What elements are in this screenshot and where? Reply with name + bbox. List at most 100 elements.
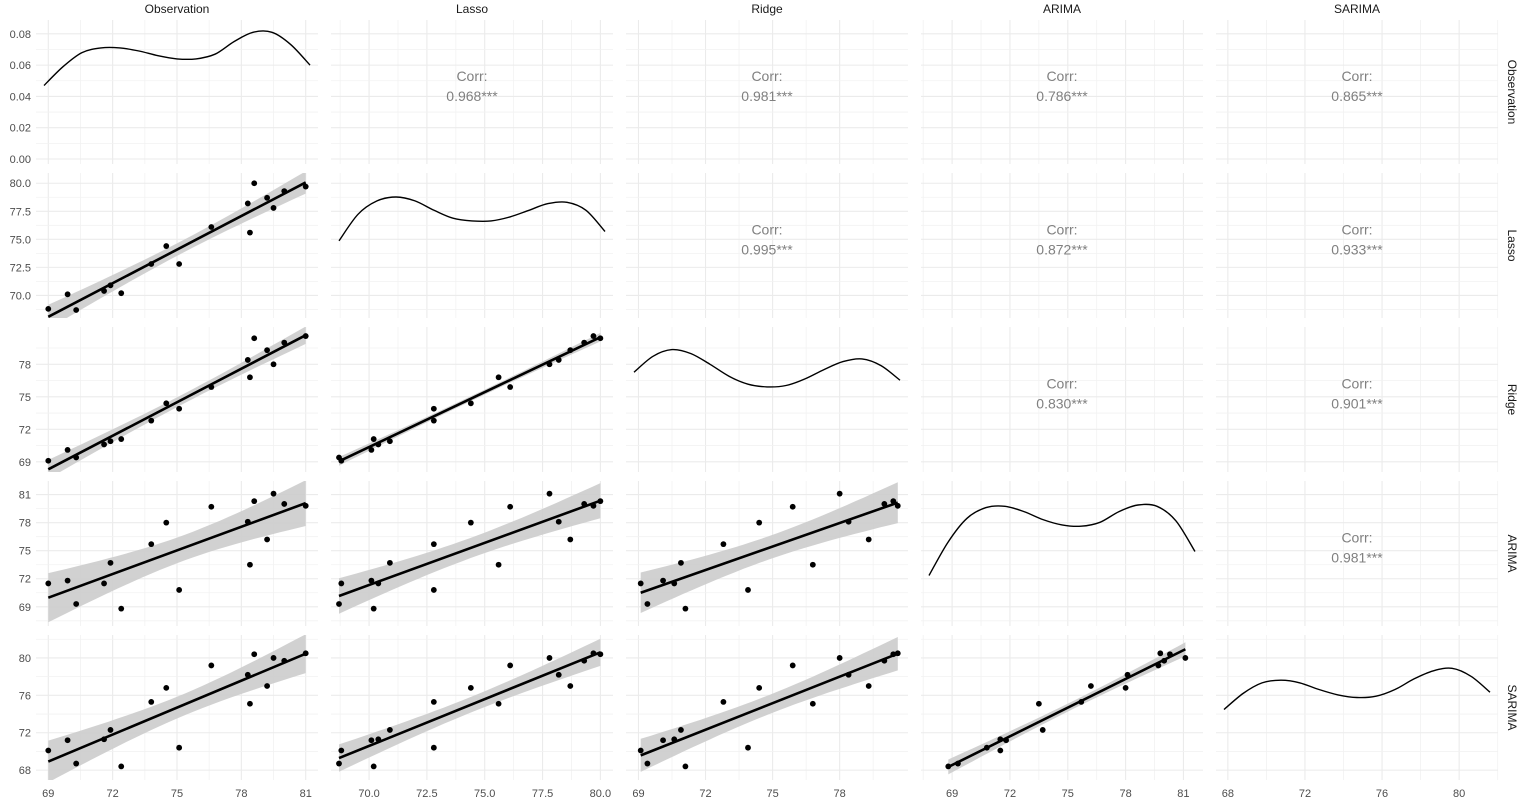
scatter-point [1157, 650, 1164, 657]
scatter-lasso-vs-observation [45, 173, 309, 318]
scatter-point [430, 698, 437, 705]
scatter-ridge-vs-observation [45, 327, 309, 472]
corr-label: Corr: [456, 68, 487, 84]
scatter-point [745, 587, 751, 593]
scatter-point [118, 436, 125, 442]
scatter-point [467, 684, 474, 691]
scatter-sarima-vs-observation [45, 635, 309, 780]
panel-lasso-sarima [1216, 173, 1499, 318]
scatter-point [281, 339, 288, 346]
panel-observation-observation [36, 20, 318, 164]
scatter-point [1122, 684, 1129, 691]
scatter-point [148, 698, 155, 705]
scatter-point [430, 417, 437, 424]
scatter-point [555, 671, 562, 678]
scatter-point [73, 760, 80, 767]
scatter-point [163, 684, 170, 691]
scatter-point [148, 541, 155, 548]
scatter-point [507, 384, 514, 390]
scatter-point [148, 417, 155, 424]
density-curve-arima [928, 503, 1196, 576]
column-strip-label: Lasso [456, 2, 488, 16]
scatter-point [163, 519, 170, 526]
x-tick-label: 81 [1177, 788, 1189, 800]
scatter-point [244, 200, 251, 207]
y-tick-label: 75.0 [10, 234, 31, 246]
x-tick-label: 70.0 [358, 788, 379, 800]
scatter-point [270, 205, 277, 211]
y-tick-label: 75 [19, 546, 31, 558]
x-tick-label: 72 [1004, 788, 1016, 800]
scatter-sarima-vs-lasso [336, 638, 604, 772]
row-strip-label: ARIMA [1505, 534, 1519, 572]
fit-line [47, 652, 307, 763]
corr-cell-observation-lasso: Corr: 0.968*** [446, 68, 498, 104]
scatter-point [118, 290, 125, 297]
scatter-point [370, 436, 377, 442]
corr-cell-ridge-sarima: Corr: 0.901*** [1331, 376, 1383, 412]
fit-line [640, 652, 899, 757]
scatter-point [101, 580, 107, 587]
panel-observation-lasso [331, 20, 613, 164]
scatter-point [264, 536, 270, 543]
scatter-point [251, 651, 258, 658]
y-tick-label-density: 0.08 [10, 29, 31, 41]
x-tick-label: 68 [1222, 788, 1234, 800]
scatter-point [176, 261, 183, 267]
scatter-point [176, 587, 183, 593]
corr-cell-observation-sarima: Corr: 0.865*** [1331, 68, 1383, 104]
scatter-point [495, 561, 502, 568]
scatter-point [251, 335, 258, 342]
x-tick-label: 78 [1119, 788, 1131, 800]
scatter-point [1035, 700, 1042, 707]
scatter-point [467, 519, 474, 526]
fit-line [338, 651, 601, 760]
corr-label: Corr: [1341, 68, 1372, 84]
scatter-point [865, 683, 872, 689]
scatter-point [45, 580, 52, 587]
scatter-point [678, 727, 684, 733]
fit-line [947, 648, 1186, 769]
scatter-point [64, 737, 71, 744]
scatter-point [430, 541, 437, 548]
density-curve-ridge [633, 348, 901, 388]
panel-observation-sarima [1216, 20, 1499, 164]
corr-value: 0.830*** [1036, 396, 1088, 412]
y-tick-label: 69 [19, 602, 31, 614]
panel-lasso-ridge [626, 173, 908, 318]
scatter-point [264, 194, 270, 201]
scatter-point [270, 655, 277, 661]
fit-line [47, 501, 307, 599]
scatter-point [45, 457, 52, 464]
scatter-point [386, 559, 393, 566]
scatter-point [720, 698, 727, 705]
content-layer: Corr:0.968***Corr:0.981***Corr:0.786***C… [43, 30, 1491, 780]
y-tick-label-density: 0.00 [10, 154, 31, 166]
x-tick-label: 72 [699, 788, 711, 800]
corr-cell-observation-arima: Corr: 0.786*** [1036, 68, 1088, 104]
panel-ridge-arima [921, 327, 1203, 472]
scatter-point [45, 305, 52, 312]
x-tick-label: 81 [300, 788, 312, 800]
scatter-point [637, 580, 644, 587]
scatter-point [251, 498, 258, 505]
scatter-point [546, 655, 553, 661]
scatter-point [546, 490, 553, 497]
scatter-point [163, 243, 170, 249]
corr-label: Corr: [1046, 376, 1077, 392]
y-tick-label: 77.5 [10, 206, 31, 218]
panel-lasso-lasso [331, 173, 613, 318]
y-tick-label: 72 [19, 424, 31, 436]
scatter-point [247, 700, 253, 707]
scatter-point [809, 700, 816, 707]
fit-line [640, 501, 899, 595]
scatter-arima-vs-ridge [637, 482, 901, 613]
y-tick-label: 72 [19, 728, 31, 740]
column-strip-label: SARIMA [1334, 2, 1380, 16]
scatter-point [567, 683, 574, 689]
panel-sarima-sarima [1216, 635, 1499, 780]
fit-line [47, 334, 307, 471]
corr-cell-ridge-arima: Corr: 0.830*** [1036, 376, 1088, 412]
scatter-point [118, 605, 125, 612]
scatter-point [430, 587, 437, 593]
